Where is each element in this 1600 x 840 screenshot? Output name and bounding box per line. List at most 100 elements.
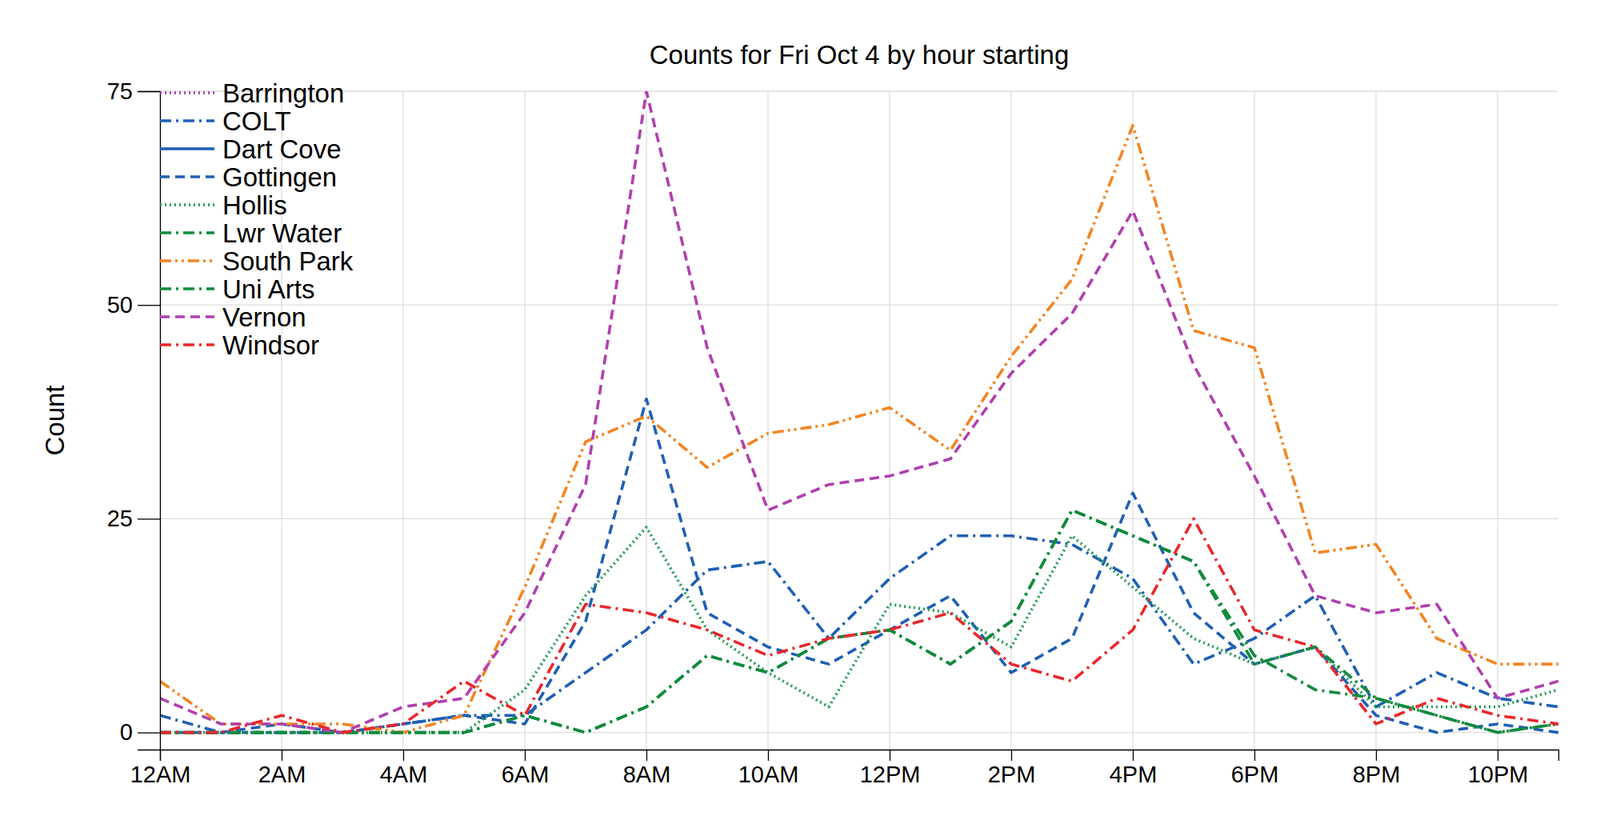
legend-item: South Park	[160, 246, 354, 276]
title: Counts for Fri Oct 4 by hour starting	[649, 40, 1070, 70]
y-tick-mark	[137, 518, 160, 520]
x-tick-mark	[1011, 749, 1012, 761]
y-tick-label: 0	[120, 719, 133, 745]
legend-item: Barrington	[160, 78, 344, 108]
x-tick-label: 8PM	[1352, 761, 1401, 788]
legend-label: Hollis	[222, 190, 288, 220]
legend-label: South Park	[222, 246, 354, 276]
chart: 12AM 2AM 4AM 6AM 8AM 10AM 12PM 2PM 4PM 6PM 8PM 10PM…	[0, 0, 1600, 840]
legend-label: Lwr Water	[222, 218, 342, 248]
x-tick-mark	[403, 749, 404, 761]
legend-item: Dart Cove	[160, 134, 342, 164]
grid-line	[767, 91, 768, 750]
x-tick-mark	[646, 749, 648, 761]
x-tick-label: 10AM	[738, 761, 800, 788]
legend-swatch	[160, 259, 215, 263]
x-tick-mark	[889, 749, 891, 761]
series-line	[160, 510, 1559, 733]
x-tick-label: 12AM	[130, 761, 192, 788]
x-tick: 4AM	[380, 749, 428, 788]
x-tick-mark	[1497, 749, 1499, 761]
y-tick-mark	[137, 732, 160, 733]
x-tick-label: 4PM	[1109, 761, 1158, 788]
grid	[160, 91, 1559, 750]
series-line	[160, 518, 1559, 732]
y-axis-line	[137, 92, 161, 751]
y-tick: 0	[120, 719, 160, 745]
grid-line	[1132, 91, 1133, 750]
legend-item: Lwr Water	[160, 218, 342, 248]
series-line	[160, 125, 1559, 733]
legend-swatch	[160, 119, 215, 123]
grid-line	[888, 91, 890, 750]
y-tick-mark	[137, 304, 160, 306]
legend-label: Dart Cove	[222, 134, 342, 164]
series-line	[160, 510, 1559, 733]
grid-line	[160, 90, 1559, 92]
x-axis-line	[160, 750, 1560, 762]
legend-label: COLT	[222, 106, 292, 136]
legend-item: Windsor	[160, 330, 320, 360]
series-line	[160, 91, 1559, 733]
x-tick: 6PM	[1231, 749, 1280, 788]
legend-item: Uni Arts	[160, 274, 316, 304]
legend: BarringtonCOLTDart CoveGottingenHollisLw…	[160, 78, 354, 360]
legend-label: Barrington	[222, 78, 344, 108]
legend-label: Gottingen	[222, 162, 337, 192]
series-line	[160, 527, 1559, 733]
y-axis: 0 25 50 75	[107, 78, 161, 751]
legend-item: COLT	[160, 106, 292, 136]
legend-label: Vernon	[222, 302, 307, 332]
x-tick-label: 12PM	[860, 761, 921, 788]
x-tick-mark	[1132, 749, 1134, 761]
legend-swatch	[160, 203, 215, 207]
x-tick-label: 6PM	[1231, 761, 1280, 788]
legend-swatch	[160, 91, 215, 95]
y-axis-title: Count	[40, 384, 70, 456]
y-tick-mark	[137, 91, 160, 92]
grid-line	[160, 304, 1559, 306]
legend-swatch	[160, 175, 215, 179]
legend-item: Gottingen	[160, 162, 337, 192]
grid-line	[1253, 91, 1255, 750]
legend-label: Windsor	[222, 330, 320, 360]
x-tick-mark	[768, 749, 769, 761]
series-line	[160, 399, 1559, 733]
series-line	[160, 536, 1559, 733]
legend-swatch	[160, 147, 215, 151]
x-tick-label: 10PM	[1468, 761, 1529, 788]
x-tick-mark	[281, 749, 283, 761]
legend-swatch	[160, 287, 215, 291]
x-tick-mark	[1376, 749, 1377, 761]
x-tick: 12AM	[130, 749, 192, 788]
y-tick-label: 25	[107, 505, 133, 532]
grid-line	[1375, 91, 1376, 750]
x-tick: 10PM	[1468, 749, 1529, 788]
grid-line	[645, 91, 647, 750]
x-tick-label: 4AM	[380, 761, 428, 788]
grid-line	[1496, 91, 1498, 750]
x-tick-mark	[1254, 749, 1256, 761]
legend-swatch	[160, 231, 215, 235]
x-tick: 6AM	[501, 749, 550, 788]
x-tick-mark	[160, 749, 161, 761]
legend-item: Hollis	[160, 190, 288, 220]
grid-line	[524, 91, 525, 750]
x-tick: 4PM	[1109, 749, 1158, 788]
y-tick-label: 75	[107, 78, 133, 104]
lines	[160, 91, 1559, 733]
x-tick: 10AM	[738, 749, 800, 788]
y-tick-label: 50	[107, 292, 133, 318]
legend-swatch	[160, 343, 215, 347]
x-tick: 2PM	[988, 749, 1036, 788]
x-tick-label: 6AM	[501, 761, 550, 788]
grid-line	[402, 91, 404, 750]
y-tick: 50	[107, 292, 160, 318]
x-tick-label: 8AM	[623, 761, 672, 788]
legend-item: Vernon	[160, 302, 307, 332]
x-tick: 2AM	[258, 749, 307, 788]
x-tick: 8AM	[623, 749, 672, 788]
x-axis: 12AM 2AM 4AM 6AM 8AM 10AM 12PM 2PM 4PM 6PM 8PM 10PM	[130, 749, 1560, 788]
legend-swatch	[160, 315, 215, 319]
plot: 12AM 2AM 4AM 6AM 8AM 10AM 12PM 2PM 4PM 6PM 8PM 10PM…	[107, 78, 1560, 788]
